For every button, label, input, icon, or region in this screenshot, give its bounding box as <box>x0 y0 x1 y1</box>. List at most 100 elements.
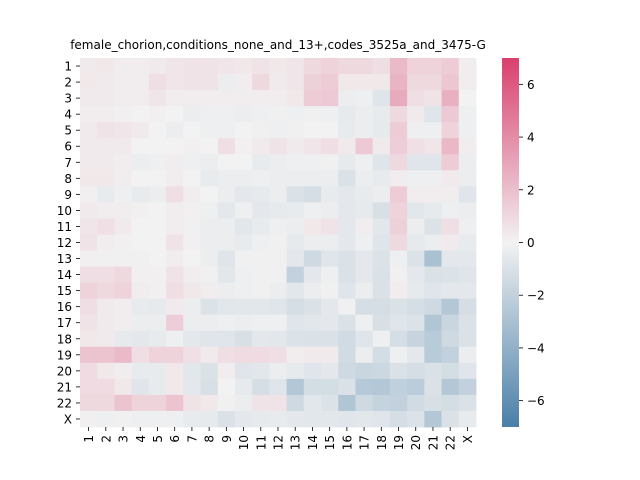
heatmap-cell-4-4 <box>131 106 150 123</box>
heatmap-cell-16-15 <box>321 298 339 316</box>
heatmap-cell-11-10 <box>234 218 253 235</box>
heatmap-cell-11-12 <box>269 218 288 235</box>
heatmap-cell-17-6 <box>166 314 184 332</box>
heatmap-cell-14-17 <box>355 266 374 284</box>
heatmap-cell-1-4 <box>131 58 150 75</box>
chart-title: female_chorion,conditions_none_and_13+,c… <box>70 38 486 52</box>
heatmap-cell-21-14 <box>303 378 322 396</box>
heatmap-cell-7-16 <box>338 154 356 171</box>
heatmap-cell-4-X <box>458 106 477 123</box>
heatmap-cell-1-16 <box>338 58 356 75</box>
heatmap-cell-22-13 <box>286 394 305 412</box>
row-tick-label: X <box>64 412 72 426</box>
column-tick-label: 3 <box>117 435 131 443</box>
heatmap-cell-19-19 <box>389 346 408 364</box>
heatmap-cell-19-2 <box>97 346 115 364</box>
heatmap-cell-15-15 <box>321 282 339 300</box>
heatmap-cell-19-1 <box>80 346 98 364</box>
heatmap-cell-11-5 <box>148 218 167 235</box>
heatmap-cell-16-14 <box>303 298 322 316</box>
heatmap-cell-10-6 <box>166 202 184 219</box>
heatmap-cell-2-8 <box>200 74 219 91</box>
heatmap-cell-19-6 <box>166 346 184 364</box>
column-tick-label: 13 <box>289 435 303 450</box>
heatmap-cell-10-18 <box>372 202 391 219</box>
heatmap-cell-X-7 <box>183 410 201 428</box>
heatmap-cell-12-14 <box>303 234 322 251</box>
heatmap-cell-14-19 <box>389 266 408 284</box>
heatmap-cell-16-18 <box>372 298 391 316</box>
heatmap-cell-2-7 <box>183 74 201 91</box>
heatmap-cell-17-14 <box>303 314 322 332</box>
heatmap-cell-17-X <box>458 314 477 332</box>
heatmap-cell-13-20 <box>407 250 425 267</box>
heatmap-cell-10-11 <box>252 202 270 219</box>
heatmap-cell-14-6 <box>166 266 184 284</box>
heatmap-cell-11-14 <box>303 218 322 235</box>
heatmap-cell-5-10 <box>234 122 253 139</box>
heatmap-cell-8-17 <box>355 170 374 187</box>
heatmap-cell-13-12 <box>269 250 288 267</box>
heatmap-cell-20-15 <box>321 362 339 380</box>
heatmap-cell-15-2 <box>97 282 115 300</box>
heatmap-cell-12-18 <box>372 234 391 251</box>
heatmap-cell-2-17 <box>355 74 374 91</box>
heatmap-cell-11-6 <box>166 218 184 235</box>
heatmap-cell-1-14 <box>303 58 322 75</box>
heatmap-cell-19-10 <box>234 346 253 364</box>
heatmap-cell-15-10 <box>234 282 253 300</box>
heatmap-cell-22-15 <box>321 394 339 412</box>
heatmap-cell-4-16 <box>338 106 356 123</box>
heatmap-cell-5-19 <box>389 122 408 139</box>
heatmap-cell-9-19 <box>389 186 408 203</box>
heatmap-cell-8-X <box>458 170 477 187</box>
heatmap-cell-X-14 <box>303 410 322 428</box>
heatmap-cell-7-11 <box>252 154 270 171</box>
heatmap-cell-21-9 <box>217 378 236 396</box>
heatmap-cell-X-22 <box>441 410 460 428</box>
heatmap-cell-11-2 <box>97 218 115 235</box>
heatmap-cell-22-20 <box>407 394 425 412</box>
colorbar-tick-label: −6 <box>527 394 545 408</box>
heatmap-cell-3-9 <box>217 90 236 107</box>
heatmap-cell-6-18 <box>372 138 391 155</box>
heatmap-cell-16-20 <box>407 298 425 316</box>
heatmap-cell-18-13 <box>286 330 305 348</box>
heatmap-cell-3-2 <box>97 90 115 107</box>
heatmap-cell-9-7 <box>183 186 201 203</box>
heatmap-cell-22-8 <box>200 394 219 412</box>
heatmap-cell-21-18 <box>372 378 391 396</box>
heatmap-cell-8-22 <box>441 170 460 187</box>
heatmap-cell-11-X <box>458 218 477 235</box>
heatmap-cell-15-17 <box>355 282 374 300</box>
heatmap-cell-1-17 <box>355 58 374 75</box>
column-tick-label: 21 <box>426 435 440 450</box>
heatmap-cell-12-8 <box>200 234 219 251</box>
heatmap-cell-X-16 <box>338 410 356 428</box>
heatmap-cell-8-11 <box>252 170 270 187</box>
row-tick-label: 21 <box>57 380 72 394</box>
row-tick-label: 6 <box>64 140 72 154</box>
heatmap-cell-8-12 <box>269 170 288 187</box>
heatmap-cell-5-4 <box>131 122 150 139</box>
heatmap-cell-11-13 <box>286 218 305 235</box>
colorbar-tick-label: 6 <box>527 78 535 92</box>
heatmap-cell-12-10 <box>234 234 253 251</box>
heatmap-cell-14-15 <box>321 266 339 284</box>
heatmap-cell-19-8 <box>200 346 219 364</box>
heatmap-cell-22-19 <box>389 394 408 412</box>
heatmap-cell-17-13 <box>286 314 305 332</box>
heatmap-cell-6-X <box>458 138 477 155</box>
heatmap-cell-3-20 <box>407 90 425 107</box>
heatmap-cell-7-8 <box>200 154 219 171</box>
heatmap-cell-10-2 <box>97 202 115 219</box>
heatmap-cell-9-14 <box>303 186 322 203</box>
heatmap-cell-20-1 <box>80 362 98 380</box>
heatmap-cell-22-14 <box>303 394 322 412</box>
heatmap-cell-2-22 <box>441 74 460 91</box>
column-tick-label: 11 <box>254 435 268 450</box>
heatmap-cell-11-4 <box>131 218 150 235</box>
heatmap-cell-2-12 <box>269 74 288 91</box>
heatmap-cell-14-2 <box>97 266 115 284</box>
heatmap-cell-X-17 <box>355 410 374 428</box>
